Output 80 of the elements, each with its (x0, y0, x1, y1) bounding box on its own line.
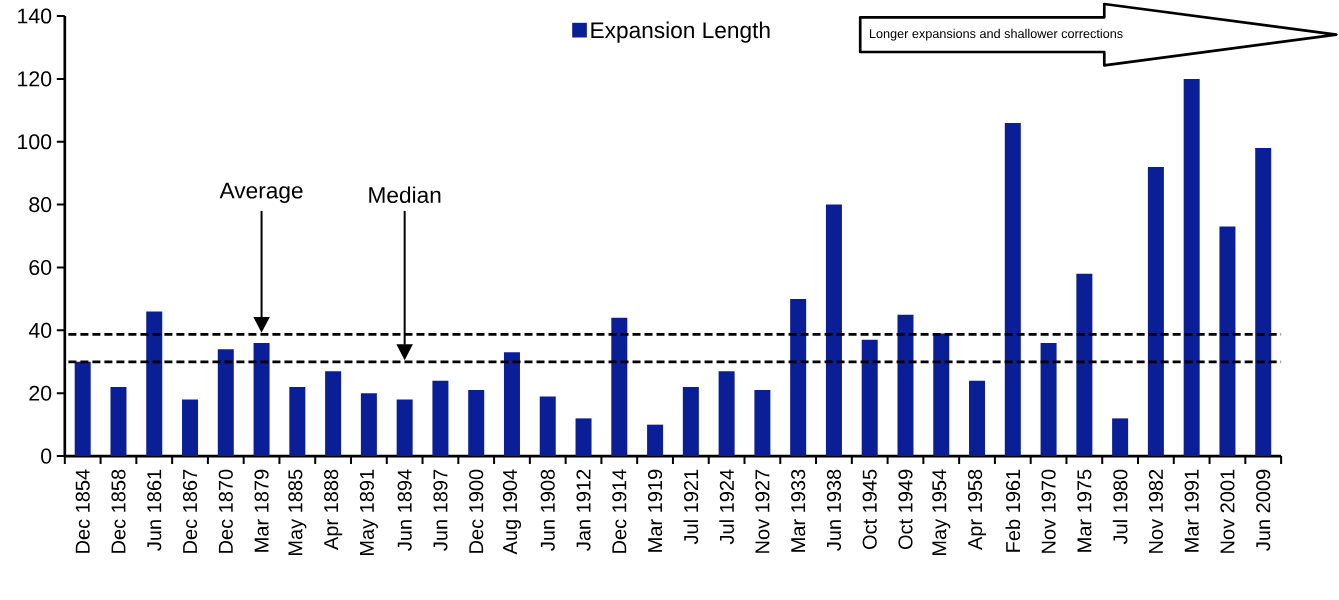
x-tick-label: Nov 1927 (755, 469, 770, 553)
x-tick-label: Feb 1961 (1005, 469, 1021, 552)
bar (754, 390, 771, 457)
x-tick-label: Dec 1854 (75, 469, 90, 553)
x-tick-label: Jun 1938 (826, 469, 842, 551)
x-tick-label: Mar 1975 (1077, 469, 1092, 552)
x-tick-label: Nov 2001 (1220, 469, 1235, 553)
x-tick-label: Dec 1914 (612, 469, 627, 553)
x-tick-label: May 1885 (288, 469, 307, 555)
x-tick-label: Jan 1912 (576, 469, 591, 551)
x-tick-label: Jun 2009 (1256, 469, 1271, 551)
x-tick-label: Nov 1982 (1148, 469, 1163, 553)
bar (575, 418, 592, 457)
x-tick-label: Jul 1924 (719, 469, 734, 545)
bar (360, 393, 377, 457)
x-tick-label: Oct 1949 (898, 469, 913, 549)
bar (1255, 147, 1272, 457)
x-tick-label: Dec 1900 (469, 469, 484, 553)
x-tick-label: Oct 1945 (862, 469, 877, 549)
bar (611, 317, 628, 457)
bar (539, 396, 556, 457)
bar (969, 380, 986, 457)
bar (861, 339, 878, 457)
bar (1147, 166, 1164, 457)
bar (74, 361, 91, 457)
bar (146, 311, 163, 457)
bar (432, 380, 449, 457)
y-tick-label: 40 (28, 322, 52, 338)
bar (1183, 78, 1200, 457)
bar (647, 424, 664, 457)
bar (897, 314, 914, 457)
bar (468, 390, 485, 457)
bar (1219, 226, 1236, 457)
bar (253, 342, 270, 457)
bar (718, 371, 735, 457)
bar (182, 399, 199, 457)
bar (217, 349, 234, 457)
legend-label: Expansion Length (591, 21, 770, 43)
bar (1112, 418, 1129, 457)
x-tick-label: Mar 1919 (647, 469, 663, 552)
x-tick-label: Jun 1894 (397, 469, 412, 551)
x-tick-label: Dec 1867 (182, 469, 198, 553)
ref-line-label: Average (219, 182, 303, 203)
x-tick-label: Jul 1980 (1112, 469, 1128, 545)
bar (933, 333, 950, 457)
y-tick-label: 120 (18, 71, 52, 87)
bar (682, 386, 699, 457)
ref-line-label: Median (369, 186, 441, 203)
x-tick-label: Jun 1861 (147, 469, 162, 551)
bar (1076, 273, 1093, 457)
x-tick-label: Mar 1991 (1184, 469, 1199, 552)
x-tick-label: Jul 1921 (683, 469, 699, 545)
x-tick-label: Jun 1897 (433, 469, 448, 551)
y-tick-label: 0 (41, 448, 52, 464)
x-tick-label: Dec 1870 (218, 469, 233, 553)
bar (790, 298, 807, 457)
x-tick-label: Apr 1888 (324, 469, 343, 550)
y-tick-label: 100 (18, 134, 52, 150)
y-tick-label: 80 (29, 197, 52, 213)
x-tick-label: Aug 1904 (502, 469, 522, 555)
bar (289, 386, 306, 457)
bar (325, 371, 342, 457)
x-tick-label: May 1954 (932, 469, 951, 555)
bar (1004, 122, 1021, 457)
bar (1040, 342, 1057, 457)
x-tick-label: Mar 1879 (254, 469, 269, 552)
y-tick-label: 140 (18, 8, 52, 24)
x-tick-label: Apr 1958 (967, 469, 987, 550)
y-tick-label: 20 (29, 385, 52, 401)
x-tick-label: Jun 1908 (540, 469, 555, 551)
bar (110, 386, 127, 457)
x-tick-label: Nov 1970 (1041, 469, 1056, 553)
bar (503, 352, 520, 457)
bar (396, 399, 413, 457)
annotation: Longer expansions and shallower corrections (869, 28, 1123, 41)
y-tick-label: 60 (29, 259, 52, 275)
x-tick-label: Dec 1858 (111, 469, 126, 553)
x-tick-label: Mar 1933 (791, 469, 806, 552)
bar (825, 204, 842, 457)
x-tick-label: May 1891 (359, 469, 378, 555)
